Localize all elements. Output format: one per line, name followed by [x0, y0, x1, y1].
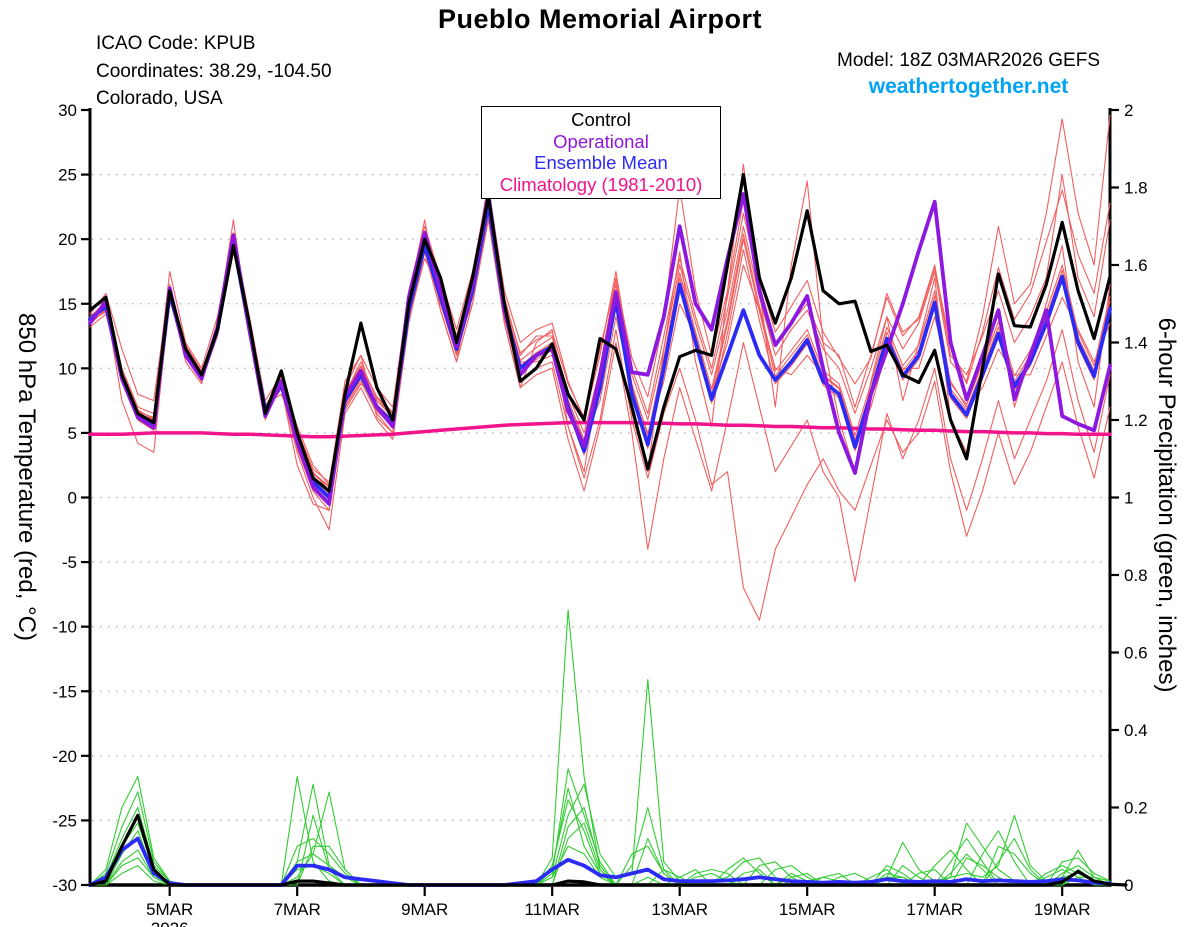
legend-label-operational: Operational	[553, 130, 649, 152]
tick-label: 0.6	[1124, 644, 1148, 663]
tick-label: 0	[1124, 876, 1133, 895]
right-axis-title: 6-hour Precipitation (green, inches)	[1153, 317, 1180, 693]
tick-label: 7MAR	[274, 900, 321, 919]
tick-label: 20	[58, 230, 77, 249]
tick-label: 10	[58, 359, 77, 378]
tick-label: -5	[62, 553, 77, 572]
tick-label: 15	[58, 295, 77, 314]
tick-label: 5	[68, 424, 77, 443]
model-info: Model: 18Z 03MAR2026 GEFS weathertogethe…	[837, 50, 1100, 99]
precip-member-6-line	[89, 799, 1111, 886]
climatology-line	[88, 420, 1112, 439]
station-coordinates: Coordinates: 38.29, -104.50	[96, 60, 332, 82]
tick-label: 1	[1124, 489, 1133, 508]
legend-item-operational: Operational	[482, 131, 720, 153]
station-region: Colorado, USA	[96, 88, 223, 109]
tick-label: 2	[1124, 101, 1133, 120]
tick-label: 0	[68, 489, 77, 508]
tick-label: -15	[52, 682, 77, 701]
tick-label: 9MAR	[401, 900, 448, 919]
legend-item-climatology: Climatology (1981-2010)	[482, 174, 720, 196]
precip-member-3-line	[89, 787, 1111, 886]
tick-label: 0.8	[1124, 566, 1148, 585]
tick-label: 1.2	[1124, 411, 1148, 430]
legend-label-ensemble-mean: Ensemble Mean	[534, 152, 668, 173]
station-info: ICAO Code: KPUB Coordinates: 38.29, -104…	[96, 30, 332, 113]
tick-label: 25	[58, 166, 77, 185]
legend-label-control: Control	[571, 109, 631, 130]
tick-label: -10	[52, 618, 77, 637]
legend-item-ensemble-mean: Ensemble Mean	[482, 152, 720, 174]
legend-item-control: Control	[482, 109, 720, 131]
legend-label-climatology: Climatology (1981-2010)	[499, 173, 703, 195]
tick-label: -25	[52, 811, 77, 830]
tick-label: 1.8	[1124, 179, 1148, 198]
tick-label: 11MAR	[524, 900, 579, 919]
tick-label: -30	[52, 876, 77, 895]
model-run-label: Model: 18Z 03MAR2026 GEFS	[837, 50, 1100, 71]
station-icao: ICAO Code: KPUB	[96, 33, 256, 54]
tick-label: 0.2	[1124, 799, 1148, 818]
left-axis-title: 850 hPa Temperature (red, °C)	[13, 313, 40, 641]
ensemble-member-3-line	[89, 212, 1111, 621]
tick-label: 30	[58, 101, 77, 120]
precip-member-1-line	[89, 609, 1111, 886]
page-title: Pueblo Memorial Airport	[437, 4, 763, 34]
tick-label: 1.4	[1124, 334, 1148, 353]
control-temperature-line	[88, 173, 1112, 493]
ensemble-member-6-line	[89, 215, 1111, 488]
tick-label: 17MAR	[906, 900, 963, 919]
tick-label: 5MAR	[146, 900, 193, 919]
legend-box: Control Operational Ensemble Mean Climat…	[481, 106, 721, 199]
tick-label: 19MAR	[1034, 900, 1091, 919]
tick-label: 15MAR	[779, 900, 836, 919]
tick-label: -20	[52, 747, 77, 766]
precip-member-7-line	[89, 791, 1111, 886]
tick-label: 0.4	[1124, 721, 1148, 740]
control-precip-line	[88, 813, 1128, 887]
site-watermark: weathertogether.net	[868, 75, 1069, 98]
tick-label: 2026	[151, 919, 189, 927]
tick-label: 13MAR	[651, 900, 708, 919]
tick-label: 1.6	[1124, 256, 1148, 275]
